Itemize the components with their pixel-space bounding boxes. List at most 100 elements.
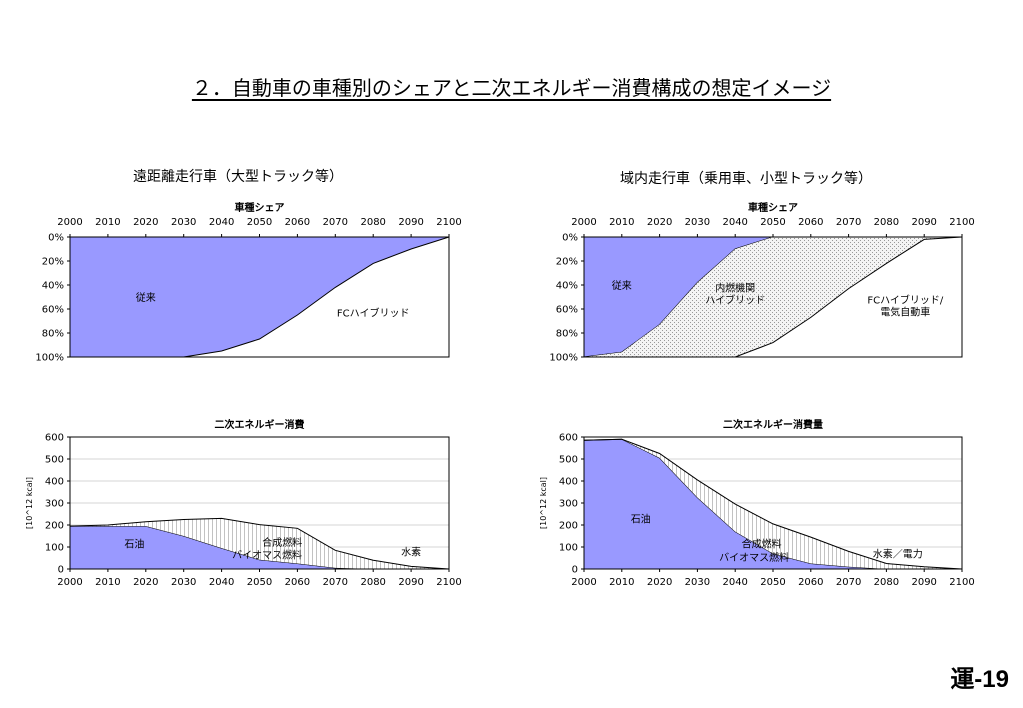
area-series-0 <box>70 526 449 569</box>
x-tick-label: 2030 <box>685 217 710 228</box>
y-tick-label: 0% <box>562 233 578 244</box>
area-label: 合成燃料 <box>742 538 782 551</box>
x-tick-label: 2000 <box>57 217 82 228</box>
y-tick-label: 60% <box>42 305 64 316</box>
long-share-chart: 2000 2010 2020 2030 2040 2050 2060 2070 2080 2090… <box>35 201 461 364</box>
area-series-0 <box>70 237 449 357</box>
y-tick-label: 100% <box>549 353 578 364</box>
x-tick-label: 2090 <box>398 577 423 588</box>
x-tick-label: 2030 <box>171 217 196 228</box>
local-energy-chart: 2000 2010 2020 2030 2040 2050 2060 2070 2080 2090… <box>539 418 975 588</box>
x-tick-label: 2070 <box>836 217 861 228</box>
x-tick-label: 2030 <box>685 577 710 588</box>
x-tick-label: 2080 <box>360 577 385 588</box>
x-tick-label: 2020 <box>647 577 672 588</box>
y-tick-label: 300 <box>559 499 578 510</box>
x-tick-label: 2060 <box>798 577 823 588</box>
x-tick-label: 2090 <box>911 217 936 228</box>
x-tick-label: 2010 <box>95 217 120 228</box>
y-tick-label: 100 <box>559 543 578 554</box>
x-tick-label: 2050 <box>760 577 785 588</box>
x-tick-label: 2000 <box>571 577 596 588</box>
x-tick-label: 2010 <box>609 577 634 588</box>
y-axis-label: [10^12 kcal] <box>539 477 548 529</box>
y-tick-label: 0% <box>48 233 64 244</box>
x-tick-label: 2100 <box>949 217 974 228</box>
area-label: 合成燃料 <box>262 536 302 549</box>
area-label: 水素／電力 <box>873 548 923 561</box>
x-tick-label: 2070 <box>836 577 861 588</box>
y-tick-label: 40% <box>42 281 64 292</box>
area-series-1 <box>584 439 962 569</box>
x-tick-label: 2040 <box>209 217 234 228</box>
left-panel-heading: 遠距離走行車（大型トラック等） <box>133 169 343 185</box>
y-tick-label: 20% <box>556 257 578 268</box>
area-label: ハイブリッド <box>705 293 765 306</box>
x-tick-label: 2010 <box>95 577 120 588</box>
y-tick-label: 200 <box>559 521 578 532</box>
area-label: 水素 <box>401 545 421 558</box>
area-label: FCハイブリッド/ <box>867 293 944 306</box>
x-tick-label: 2040 <box>209 577 234 588</box>
x-tick-label: 2040 <box>722 217 747 228</box>
y-tick-label: 0 <box>58 565 64 576</box>
x-tick-label: 2060 <box>798 217 823 228</box>
area-series-0 <box>584 237 962 357</box>
y-axis-label: [10^12 kcal] <box>25 477 34 529</box>
x-tick-label: 2020 <box>133 577 158 588</box>
area-label: 従来 <box>136 291 156 304</box>
series-boundary-line <box>583 438 963 570</box>
y-tick-label: 400 <box>559 477 578 488</box>
y-tick-label: 500 <box>559 455 578 466</box>
local-share-chart: 2000 2010 2020 2030 2040 2050 2060 2070 2080 2090… <box>549 201 974 364</box>
area-label: 従来 <box>612 279 632 292</box>
y-tick-label: 300 <box>45 499 64 510</box>
x-tick-label: 2000 <box>571 217 596 228</box>
area-label: 石油 <box>124 538 144 551</box>
area-series-0 <box>584 439 962 569</box>
x-tick-label: 2080 <box>874 217 899 228</box>
chart-title: 二次エネルギー消費量 <box>723 418 823 431</box>
x-tick-label: 2040 <box>722 577 747 588</box>
y-tick-label: 80% <box>42 329 64 340</box>
area-label: バイオマス燃料 <box>719 551 789 564</box>
right-panel-heading: 域内走行車（乗用車、小型トラック等） <box>620 171 872 187</box>
y-tick-label: 200 <box>45 521 64 532</box>
x-tick-label: 2010 <box>609 217 634 228</box>
x-tick-label: 2060 <box>285 577 310 588</box>
area-series-1 <box>70 518 449 569</box>
x-tick-label: 2080 <box>360 217 385 228</box>
y-tick-label: 400 <box>45 477 64 488</box>
area-label: FCハイブリッド <box>337 307 410 320</box>
x-tick-label: 2070 <box>323 217 348 228</box>
chart-title: 車種シェア <box>748 201 798 214</box>
y-tick-label: 100 <box>45 543 64 554</box>
page-title: ２．自動車の車種別のシェアと二次エネルギー消費構成の想定イメージ <box>191 76 832 100</box>
area-label: 電気自動車 <box>880 305 930 318</box>
area-label: 石油 <box>631 512 651 525</box>
x-tick-label: 2080 <box>874 577 899 588</box>
x-tick-label: 2100 <box>949 577 974 588</box>
x-tick-label: 2060 <box>285 217 310 228</box>
y-tick-label: 60% <box>556 305 578 316</box>
y-tick-label: 80% <box>556 329 578 340</box>
y-tick-label: 0 <box>572 565 578 576</box>
x-tick-label: 2050 <box>760 217 785 228</box>
y-tick-label: 20% <box>42 257 64 268</box>
y-tick-label: 600 <box>559 433 578 444</box>
x-tick-label: 2020 <box>133 217 158 228</box>
x-tick-label: 2100 <box>436 577 461 588</box>
x-tick-label: 2030 <box>171 577 196 588</box>
series-boundary-line <box>69 517 450 570</box>
chart-title: 二次エネルギー消費 <box>215 418 305 431</box>
page-number: 運-19 <box>950 666 1009 693</box>
x-tick-label: 2090 <box>911 577 936 588</box>
x-tick-label: 2000 <box>57 577 82 588</box>
area-label: 内燃機関 <box>715 281 755 294</box>
y-tick-label: 600 <box>45 433 64 444</box>
area-series-1 <box>584 237 962 357</box>
x-tick-label: 2050 <box>247 217 272 228</box>
y-tick-label: 40% <box>556 281 578 292</box>
x-tick-label: 2020 <box>647 217 672 228</box>
